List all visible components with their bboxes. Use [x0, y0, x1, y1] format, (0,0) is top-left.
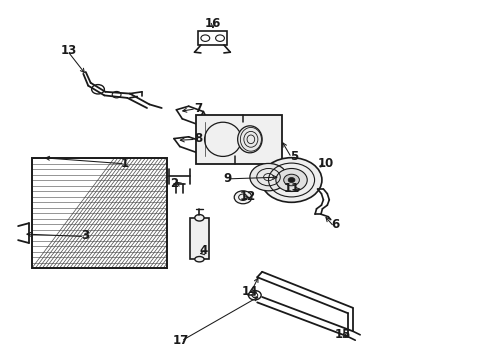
- Circle shape: [261, 158, 322, 202]
- Ellipse shape: [195, 256, 204, 262]
- Circle shape: [234, 191, 252, 204]
- Text: 7: 7: [195, 102, 202, 114]
- Text: 17: 17: [173, 334, 190, 347]
- Bar: [190, 218, 209, 259]
- Text: 16: 16: [205, 17, 221, 30]
- Text: 3: 3: [82, 229, 90, 242]
- Text: 14: 14: [242, 285, 258, 298]
- Text: 9: 9: [224, 172, 232, 185]
- Bar: [32, 158, 167, 268]
- Circle shape: [250, 163, 287, 191]
- Circle shape: [288, 177, 295, 183]
- Circle shape: [284, 174, 299, 186]
- Text: 13: 13: [60, 44, 77, 57]
- Ellipse shape: [195, 215, 204, 221]
- Bar: [196, 115, 282, 164]
- Text: 5: 5: [290, 150, 298, 163]
- Bar: [198, 31, 227, 45]
- Text: 1: 1: [121, 157, 129, 170]
- Text: 12: 12: [239, 190, 256, 203]
- Text: 2: 2: [170, 177, 178, 190]
- Text: 11: 11: [283, 183, 300, 195]
- Text: 8: 8: [195, 132, 202, 145]
- Text: 6: 6: [332, 219, 340, 231]
- Circle shape: [276, 168, 307, 192]
- Text: 15: 15: [335, 328, 351, 341]
- Text: 4: 4: [199, 244, 207, 257]
- Text: 10: 10: [318, 157, 334, 170]
- Ellipse shape: [238, 126, 262, 153]
